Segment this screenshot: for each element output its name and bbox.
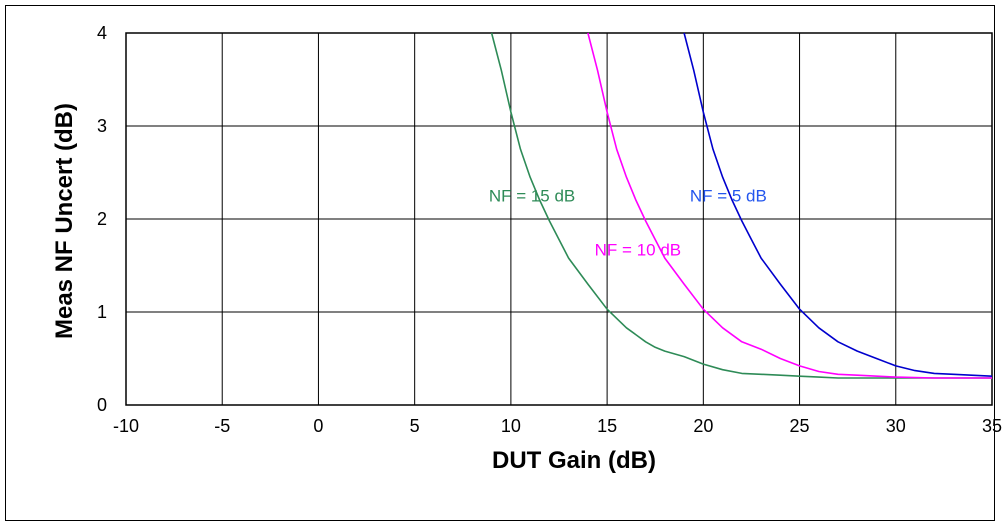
series-line-1 bbox=[490, 32, 992, 379]
y-tick-labels: 0 1 2 3 4 bbox=[97, 23, 107, 415]
x-tick-label: -5 bbox=[214, 416, 230, 436]
series-lines bbox=[490, 32, 993, 379]
x-tick-label: 5 bbox=[410, 416, 420, 436]
plot-border bbox=[125, 32, 993, 406]
series-annotation: NF = 10 dB bbox=[595, 240, 681, 259]
x-tick-label: 10 bbox=[501, 416, 521, 436]
y-tick-label: 0 bbox=[97, 395, 107, 415]
x-tick-label: 0 bbox=[313, 416, 323, 436]
y-tick-label: 1 bbox=[97, 302, 107, 322]
y-tick-label: 2 bbox=[97, 209, 107, 229]
series-line-2 bbox=[587, 32, 992, 379]
grid bbox=[125, 32, 993, 406]
y-tick-label: 4 bbox=[97, 23, 107, 43]
x-tick-label: 15 bbox=[597, 416, 617, 436]
x-tick-labels: -10 -5 0 5 10 15 20 25 30 35 bbox=[113, 416, 1002, 436]
x-tick-label: 25 bbox=[790, 416, 810, 436]
x-axis-title: DUT Gain (dB) bbox=[492, 447, 656, 474]
series-annotation: NF = 15 dB bbox=[489, 186, 575, 205]
y-tick-label: 3 bbox=[97, 116, 107, 136]
x-tick-label: 30 bbox=[886, 416, 906, 436]
x-tick-label: 35 bbox=[982, 416, 1002, 436]
x-tick-label: -10 bbox=[113, 416, 139, 436]
series-annotations: NF = 15 dB NF = 10 dB NF = 5 dB bbox=[489, 186, 767, 259]
y-axis-title: Meas NF Uncert (dB) bbox=[51, 103, 78, 339]
series-annotation: NF = 5 dB bbox=[690, 186, 767, 205]
series-line-3 bbox=[683, 32, 993, 377]
x-tick-label: 20 bbox=[693, 416, 713, 436]
